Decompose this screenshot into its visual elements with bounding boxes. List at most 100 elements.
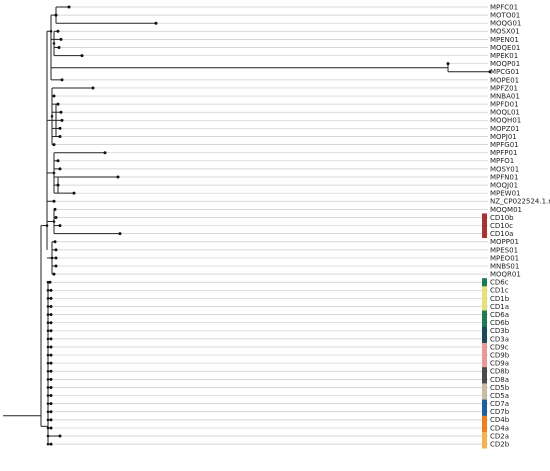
clade-bar [482,221,487,230]
leaf-label: CD9c [490,343,509,351]
internal-node [52,220,56,223]
internal-node [46,394,50,397]
tip-node [49,329,53,333]
tip-node [60,118,64,122]
leaf-label: CD4b [490,416,510,424]
tip-node [49,321,53,325]
clade-bar [482,310,487,319]
tree-nodes [45,5,492,446]
internal-node [46,337,50,341]
leaf-label: CD3a [490,335,509,343]
tip-node [118,232,122,236]
leaf-label: NZ_CP022524.1.ref [490,198,550,206]
leaf-label: CD7a [490,400,509,408]
tip-node [58,167,62,171]
tip-node [53,207,57,211]
tip-node [52,94,56,98]
leaf-label: MOSX01 [490,28,520,36]
tip-node [52,199,56,203]
leaf-label: CD2b [490,441,510,449]
tip-node [59,110,63,114]
tip-node [49,313,53,317]
internal-node [50,114,54,118]
internal-node [45,224,49,227]
tip-node [53,240,57,244]
tip-node [49,296,53,300]
internal-node [50,256,54,260]
clade-bar [482,399,487,409]
tip-node [58,135,62,139]
internal-node [49,29,53,33]
tip-node [54,264,58,268]
leaf-label: MOQE01 [490,44,520,52]
leaf-label: MPFO1 [490,157,514,165]
tip-node [56,183,60,187]
leaf-label: CD8a [490,376,509,384]
clade-bar [482,440,487,449]
tip-node [49,394,53,398]
tip-node [57,45,61,49]
clade-bar [482,415,487,425]
internal-node [46,353,50,357]
leaf-label: MPFC01 [490,3,518,11]
clade-bar [482,375,487,384]
leaf-label: CD9a [490,360,509,368]
internal-node [52,171,56,175]
internal-node [46,313,50,316]
leaf-label: CD1b [490,295,510,303]
tip-node [72,191,76,195]
leaf-label: CD5b [490,384,510,392]
tip-node [49,305,53,309]
clade-bar [482,229,487,239]
clade-bar [482,302,487,311]
clade-bar [482,351,487,360]
leaf-label: CD7b [490,408,510,416]
guide-lines [50,6,490,445]
leaf-label: MOQG01 [490,20,521,28]
internal-node [46,378,50,381]
internal-node [54,13,58,17]
tip-node [80,54,84,58]
leaf-label: MPEO01 [490,254,519,262]
internal-node [52,42,56,45]
internal-node [46,305,50,308]
internal-node [46,361,50,365]
leaf-label: CD6c [490,279,509,287]
tip-node [48,280,52,284]
internal-node [46,426,50,430]
clade-bar [482,423,487,433]
tip-node [54,215,58,219]
clade-bar [482,213,487,222]
leaf-label: CD9b [490,351,510,359]
clade-bar [482,407,487,417]
leaf-label: MPFG01 [490,141,519,149]
clade-bar [482,342,487,352]
tip-node [60,78,64,82]
tip-node [54,248,58,252]
internal-node [46,442,50,446]
leaf-label: CD6b [490,319,510,327]
leaf-label: MOQR01 [490,271,521,279]
clade-bar [482,318,487,328]
clade-bar [482,326,487,336]
internal-node [46,297,50,300]
leaf-label: MNBS01 [490,262,519,270]
tip-node [116,175,120,179]
leaf-label: MOQP01 [490,60,520,68]
tip-node [56,102,60,106]
clade-bar [482,286,487,295]
clade-color-bars [482,213,487,449]
tip-node [49,442,53,446]
clade-bar [482,359,487,368]
leaf-label: MPFP01 [490,149,517,157]
tip-node [446,62,450,66]
leaf-label: MPFN01 [490,173,518,181]
internal-node [46,345,50,349]
leaf-label: MOPJ01 [490,133,517,141]
clade-bar [482,278,487,287]
tip-node [54,256,58,260]
leaf-label: MPEK01 [490,52,518,60]
tip-node [49,385,53,389]
leaf-label: CD4a [490,424,509,432]
tip-node [49,345,53,349]
